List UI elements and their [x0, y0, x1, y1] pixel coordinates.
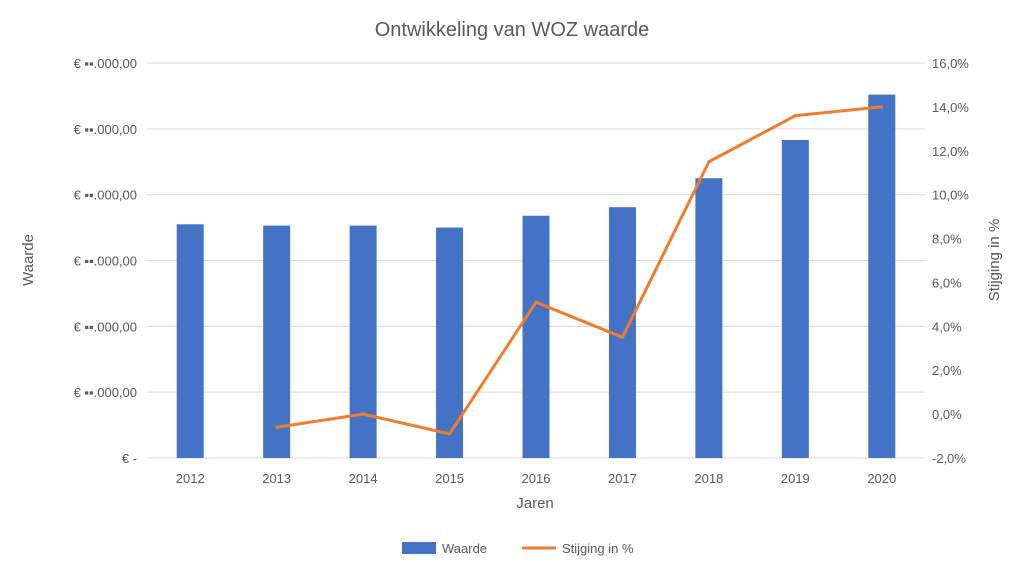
y2-axis-title: Stijging in %	[986, 219, 1003, 302]
x-axis-ticks: 2012 2013 2014 2015 2016 2017 2018 2019 2020	[176, 471, 896, 486]
x-tick-label: 2015	[435, 471, 464, 486]
chart-title: Ontwikkeling van WOZ waarde	[375, 19, 650, 41]
legend-label-stijging: Stijging in %	[562, 541, 634, 556]
stijging-line	[276, 105, 882, 436]
x-tick-label: 2016	[522, 471, 551, 486]
left-tick-label: € ▪▪.000,00	[74, 188, 137, 203]
left-axis-ticks: € - € ▪▪.000,00 € ▪▪.000,00 € ▪▪.000,00 € ▪▪…	[74, 56, 137, 466]
bar-2015	[436, 227, 464, 458]
y-axis-title: Waarde	[20, 234, 37, 286]
bar-2014	[349, 225, 377, 458]
right-tick-label: 16,0%	[932, 56, 969, 71]
bar-2019	[781, 140, 809, 458]
right-axis-ticks: -2,0% 0,0% 2,0% 4,0% 6,0% 8,0% 10,0% 12,0% 14,0%…	[932, 56, 969, 466]
line-point-2017	[620, 335, 624, 339]
x-axis-title: Jaren	[516, 495, 554, 512]
right-tick-label: 10,0%	[932, 188, 969, 203]
bar-2016	[522, 215, 550, 458]
line-point-2013	[275, 425, 279, 429]
left-tick-label: € ▪▪.000,00	[74, 385, 137, 400]
right-tick-label: 12,0%	[932, 144, 969, 159]
right-tick-label: 4,0%	[932, 319, 962, 334]
right-tick-label: 8,0%	[932, 232, 962, 247]
left-tick-label: € ▪▪.000,00	[74, 319, 137, 334]
x-tick-label: 2012	[176, 471, 205, 486]
left-tick-label: € ▪▪.000,00	[74, 122, 137, 137]
line-point-2020	[880, 105, 884, 109]
right-tick-label: 2,0%	[932, 363, 962, 378]
right-tick-label: 0,0%	[932, 407, 962, 422]
bar-2020	[868, 94, 896, 458]
x-tick-label: 2019	[781, 471, 810, 486]
x-tick-label: 2020	[867, 471, 896, 486]
x-tick-label: 2018	[694, 471, 723, 486]
line-point-2014	[361, 412, 365, 416]
left-tick-label: € -	[122, 451, 137, 466]
left-tick-label: € ▪▪.000,00	[74, 56, 137, 71]
right-tick-label: 6,0%	[932, 275, 962, 290]
bar-2013	[263, 225, 291, 458]
x-tick-label: 2017	[608, 471, 637, 486]
right-tick-label: -2,0%	[932, 451, 966, 466]
bar-2012	[176, 224, 204, 458]
legend-label-waarde: Waarde	[442, 541, 487, 556]
left-tick-label: € ▪▪.000,00	[74, 254, 137, 269]
bar-2018	[695, 178, 723, 459]
x-tick-label: 2014	[349, 471, 378, 486]
legend-swatch-waarde	[402, 542, 436, 554]
x-tick-label: 2013	[262, 471, 291, 486]
line-point-2018	[707, 160, 711, 164]
line-point-2016	[534, 300, 538, 304]
line-point-2019	[793, 114, 797, 118]
line-series-stijging	[275, 105, 884, 436]
right-tick-label: 14,0%	[932, 100, 969, 115]
bar-series-waarde	[176, 94, 896, 459]
legend: Waarde Stijging in %	[402, 541, 634, 556]
line-point-2015	[448, 432, 452, 436]
